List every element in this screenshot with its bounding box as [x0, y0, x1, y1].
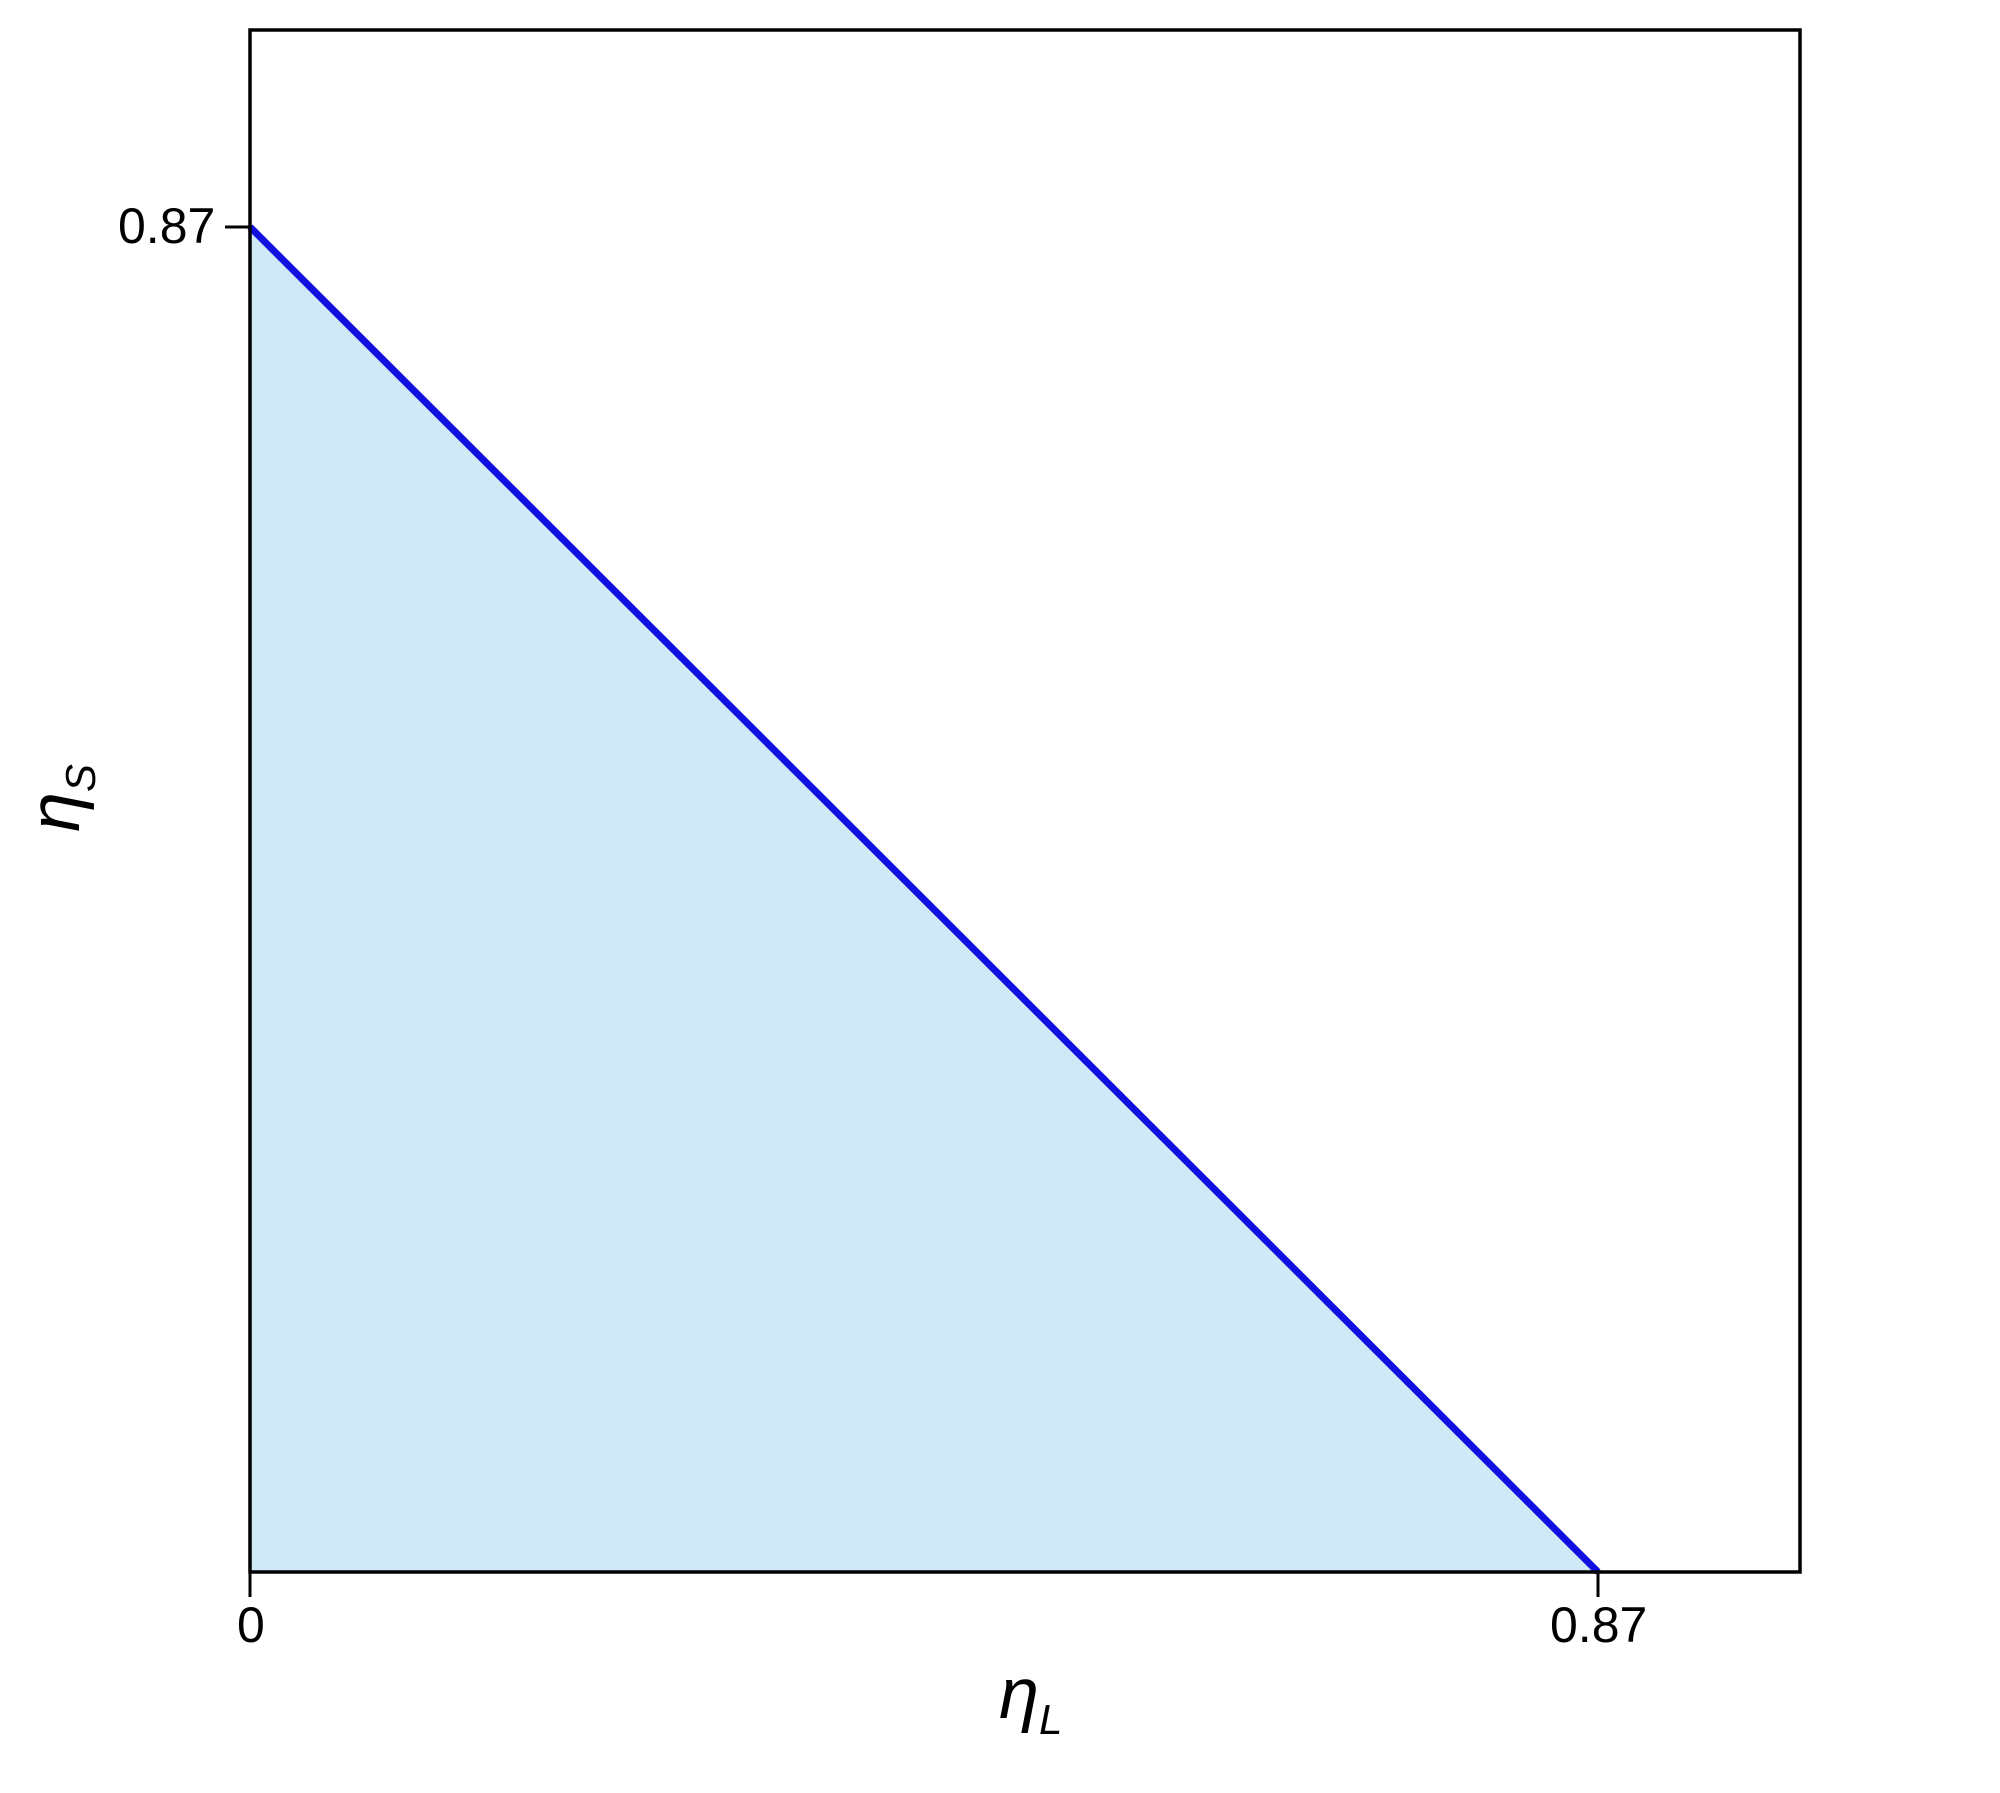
- svg-text:ηS: ηS: [15, 764, 104, 832]
- svg-text:ηL: ηL: [999, 1654, 1062, 1743]
